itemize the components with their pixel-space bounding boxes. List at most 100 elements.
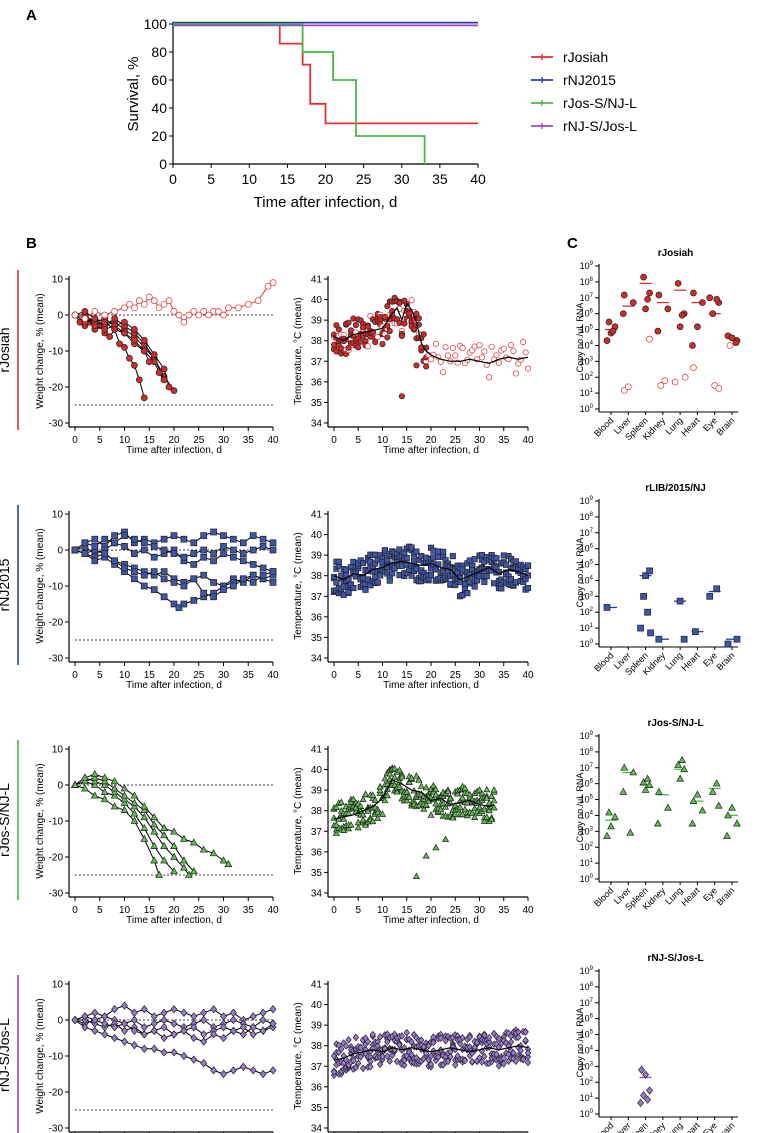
weight-point — [130, 1008, 138, 1017]
weight-point — [91, 535, 99, 543]
y-tick-label: 39 — [311, 1021, 323, 1032]
y-tick-label: 37 — [311, 592, 323, 603]
weight-point — [239, 550, 247, 557]
x-axis-label: Time after infection, d — [383, 915, 479, 926]
y-axis-label: Temperature, °C (mean) — [293, 297, 304, 404]
temperature-point — [379, 1052, 386, 1061]
weight-point — [136, 297, 143, 304]
weight-point — [269, 568, 277, 575]
y-tick-label: 107 — [580, 293, 594, 303]
temperature-point — [364, 1037, 372, 1046]
weight-point — [230, 553, 237, 561]
y-tick-exponent: 0 — [590, 1109, 594, 1115]
y-tick-label: 103 — [580, 1061, 594, 1071]
tissue-point — [706, 592, 714, 600]
weight-point — [140, 805, 149, 813]
weight-point — [101, 1012, 109, 1021]
temperature-point — [478, 1058, 486, 1066]
temperature-outlier — [432, 843, 440, 851]
weight-point — [224, 859, 233, 867]
tissue-point — [709, 310, 717, 318]
weight-point — [219, 856, 228, 864]
tissue-point — [689, 342, 696, 349]
temperature-point — [412, 772, 421, 779]
weight-point — [229, 1015, 237, 1025]
tissue-point — [620, 291, 628, 299]
tissue-point-open — [726, 342, 734, 349]
tissue-point — [629, 768, 638, 776]
tissue-point — [728, 334, 736, 342]
x-tick-label: 5 — [97, 905, 103, 916]
temperature-point — [522, 1028, 529, 1036]
temperature-point — [378, 810, 387, 817]
tissue-point — [653, 819, 662, 827]
temperature-point — [483, 573, 490, 580]
weight-point — [200, 308, 208, 315]
temperature-point — [369, 1030, 376, 1039]
temperature-point — [340, 826, 348, 833]
survival-line-rjos-s-nj-l — [173, 23, 426, 164]
y-tick-exponent: 2 — [590, 607, 594, 613]
weight-point — [170, 532, 178, 539]
weight-point — [249, 1030, 257, 1039]
weight-point — [120, 791, 129, 799]
weight-point — [91, 1026, 99, 1035]
temperature-point — [393, 788, 401, 795]
temperature-point — [415, 801, 423, 809]
tissue-panel-title: rJos-S/NJ-L — [647, 718, 703, 729]
x-tick-label: 35 — [498, 905, 510, 916]
temperature-point — [384, 334, 391, 341]
weight-point — [239, 539, 247, 547]
y-tick-label: 41 — [311, 745, 323, 756]
weight-point — [239, 1062, 247, 1071]
tissue-point — [690, 289, 697, 297]
weight-point — [180, 856, 188, 864]
temperature-point — [332, 829, 340, 836]
y-tick-label: 109 — [580, 731, 594, 741]
x-tick-label: 30 — [218, 905, 230, 916]
weight-point — [230, 546, 237, 554]
y-tick-exponent: 7 — [590, 528, 594, 534]
tissue-point — [644, 295, 651, 303]
row-label: rNJ2015 — [0, 558, 12, 611]
tissue-point — [732, 339, 740, 346]
weight-point — [91, 557, 99, 565]
temperature-point — [420, 331, 427, 338]
temperature-point — [471, 556, 478, 563]
temperature-point — [461, 784, 469, 791]
temperature-point — [398, 332, 405, 339]
temperature-point — [483, 785, 491, 793]
weight-point — [81, 784, 89, 792]
x-tick-label: 15 — [280, 171, 296, 187]
weight-point — [140, 823, 149, 831]
tissue-point — [733, 819, 741, 827]
x-tick-label: 25 — [193, 435, 205, 446]
y-tick-label: 107 — [580, 763, 594, 773]
weight-point — [111, 1023, 119, 1032]
tissue-point-open — [657, 382, 665, 389]
temperature-point — [391, 773, 399, 781]
weight-point — [160, 593, 168, 601]
tissue-point — [637, 624, 644, 632]
weight-point — [170, 841, 178, 849]
y-tick-label: 35 — [311, 398, 323, 409]
tissue-panel-title: rJosiah — [658, 248, 694, 259]
weight-point — [200, 553, 208, 561]
tissue-point — [645, 780, 654, 788]
weight-point — [190, 308, 198, 315]
y-tick-exponent: 7 — [590, 293, 594, 299]
weight-point — [140, 300, 148, 308]
weight-point — [190, 1012, 198, 1021]
weight-point — [150, 553, 158, 561]
weight-point — [101, 326, 109, 333]
temperature-point — [355, 1059, 362, 1068]
weight-point — [81, 539, 89, 547]
temperature-point — [330, 814, 338, 821]
weight-point — [140, 1030, 148, 1039]
temperature-point — [403, 796, 411, 804]
temperature-point — [396, 1041, 403, 1049]
weight-point — [111, 326, 118, 333]
weight-point — [210, 1005, 218, 1014]
x-tick-label: 0 — [72, 905, 78, 916]
weight-point — [140, 347, 148, 355]
